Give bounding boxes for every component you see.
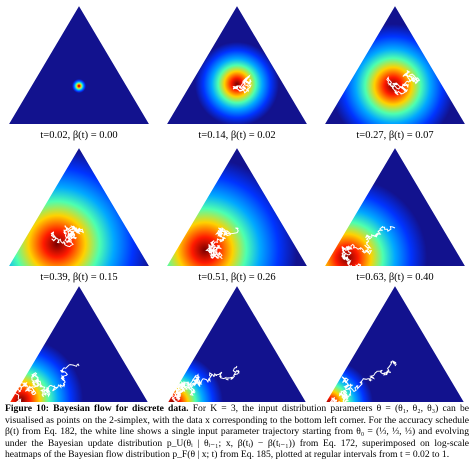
trajectory [341,225,396,266]
panel-label: t=0.14, β(t) = 0.02 [198,130,275,141]
caption-text: For K = 3, the input distribution parame… [5,403,469,461]
panel [325,6,465,124]
panel [325,148,465,266]
panel-label: t=0.39, β(t) = 0.15 [40,272,117,283]
trajectory [205,226,239,260]
trajectory [325,360,397,402]
figure: t=0.02, β(t) = 0.00 t=0.14, β(t) = 0.02 t=… [9,6,465,402]
panel [9,148,149,266]
simplex-heatmap [167,148,307,266]
simplex-heatmap [167,6,307,124]
simplex-heatmap [325,6,465,124]
simplex-heatmap [167,286,307,402]
simplex-heatmap [325,286,465,402]
simplex-heatmap [9,148,149,266]
trajectory [232,74,252,94]
caption-label: Figure 10: Bayesian flow for discrete da… [5,403,189,414]
simplex-heatmap [325,148,465,266]
caption: Figure 10: Bayesian flow for discrete da… [5,403,469,461]
panel-label: t=0.63, β(t) = 0.40 [356,272,433,283]
panel [325,286,465,402]
simplex-heatmap [9,6,149,124]
trajectory [386,70,421,96]
panel-label: t=0.27, β(t) = 0.07 [356,130,433,141]
panel [167,286,307,402]
panel [9,286,149,402]
simplex-heatmap [9,286,149,402]
panel-label: t=0.51, β(t) = 0.26 [198,272,275,283]
panel-label: t=0.02, β(t) = 0.00 [40,130,117,141]
panel [167,148,307,266]
panel [167,6,307,124]
panel [9,6,149,124]
trajectory [50,225,84,248]
